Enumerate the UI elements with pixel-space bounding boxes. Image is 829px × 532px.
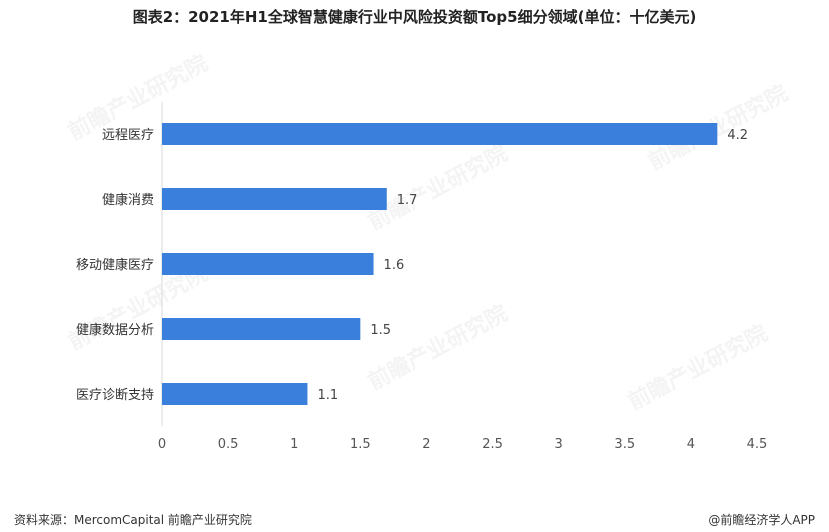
data-label: 1.1 xyxy=(317,388,338,403)
data-label: 1.7 xyxy=(397,193,418,208)
category-label: 健康消费 xyxy=(102,192,154,208)
category-label: 远程医疗 xyxy=(102,128,154,143)
x-tick-label: 1.5 xyxy=(350,437,371,452)
x-tick-label: 1 xyxy=(290,437,298,452)
x-tick-label: 2.5 xyxy=(482,437,503,452)
bar xyxy=(162,253,374,275)
category-label: 移动健康医疗 xyxy=(76,257,154,273)
credit-note: @前瞻经济学人APP xyxy=(708,513,815,527)
source-note: 资料来源：MercomCapital 前瞻产业研究院 xyxy=(14,513,252,527)
bar xyxy=(162,383,308,405)
bar xyxy=(162,318,361,340)
category-label: 健康数据分析 xyxy=(76,322,154,338)
x-tick-label: 0.5 xyxy=(218,437,239,452)
data-label: 4.2 xyxy=(727,128,748,143)
category-label: 医疗诊断支持 xyxy=(76,388,154,403)
x-tick-label: 3.5 xyxy=(614,437,635,452)
bar xyxy=(162,188,387,210)
x-tick-label: 4.5 xyxy=(747,437,768,452)
x-tick-label: 3 xyxy=(555,437,563,452)
data-label: 1.5 xyxy=(370,323,391,338)
chart-title: 图表2：2021年H1全球智慧健康行业中风险投资额Top5细分领域(单位：十亿美… xyxy=(132,8,697,26)
x-tick-label: 2 xyxy=(422,437,430,452)
bar xyxy=(162,123,718,145)
x-tick-label: 4 xyxy=(687,437,695,452)
x-tick-label: 0 xyxy=(158,437,166,452)
data-label: 1.6 xyxy=(384,258,405,273)
